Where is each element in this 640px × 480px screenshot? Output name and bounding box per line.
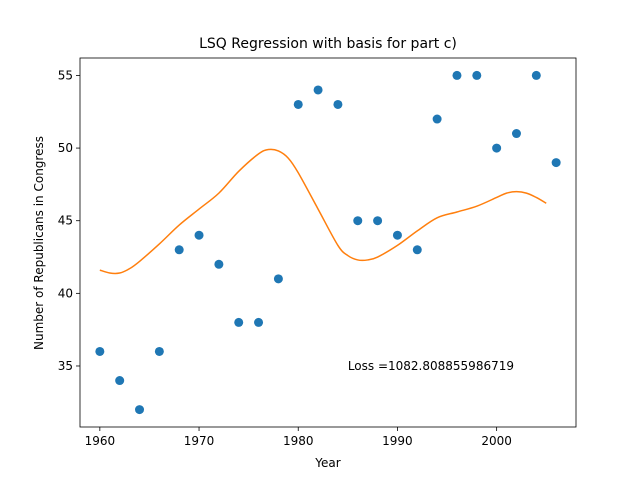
data-point (333, 99, 343, 109)
y-tick-label: 35 (58, 359, 73, 373)
y-tick-label: 40 (58, 286, 73, 300)
data-point (452, 70, 462, 80)
y-tick-label: 45 (58, 214, 73, 228)
x-tick-label: 2000 (481, 434, 512, 448)
data-point (293, 99, 303, 109)
y-tick-label: 55 (58, 68, 73, 82)
data-point (412, 245, 422, 255)
loss-annotation: Loss =1082.808855986719 (348, 359, 514, 373)
data-point (135, 405, 145, 415)
x-tick-label: 1960 (85, 434, 116, 448)
data-point (432, 114, 442, 124)
data-point (353, 216, 363, 226)
plot-area: 1960 1970 1980 1990 2000 35 40 45 50 55 Loss =1082… (58, 57, 577, 448)
regression-line (99, 148, 547, 275)
data-point (234, 317, 244, 327)
data-point (254, 317, 264, 327)
data-point (174, 245, 184, 255)
data-point (194, 230, 204, 240)
y-tick-label: 50 (58, 141, 73, 155)
data-point (373, 216, 383, 226)
data-point (214, 259, 224, 269)
x-axis-label: Year (314, 456, 340, 470)
data-point (273, 274, 283, 284)
data-point (492, 143, 502, 153)
y-axis-label: Number of Republicans in Congress (32, 136, 46, 350)
data-point (154, 346, 164, 356)
data-point (551, 158, 561, 168)
axes-frame (79, 57, 577, 428)
data-point (392, 230, 402, 240)
x-tick-label: 1990 (382, 434, 413, 448)
data-point (95, 346, 105, 356)
data-point (531, 70, 541, 80)
x-tick-label: 1980 (283, 434, 314, 448)
data-point (115, 376, 125, 386)
data-point (313, 85, 323, 95)
data-point (511, 129, 521, 139)
chart-title: LSQ Regression with basis for part c) (199, 36, 457, 52)
x-tick-label: 1970 (184, 434, 215, 448)
data-point (472, 70, 482, 80)
